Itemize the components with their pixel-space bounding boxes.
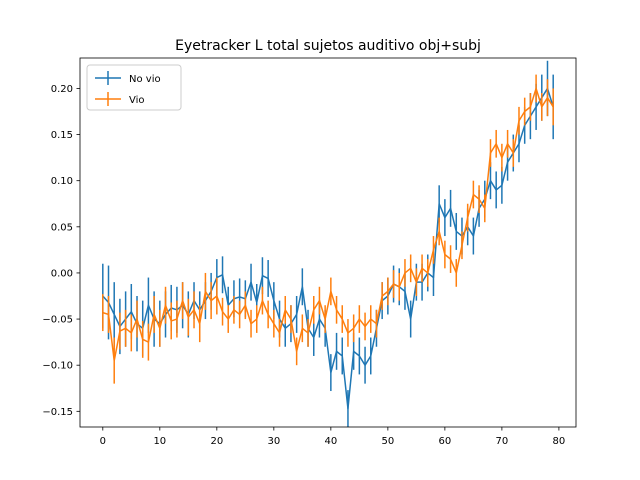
y-tick-label: −0.10: [42, 361, 73, 372]
x-tick-label: 60: [439, 436, 452, 447]
series-2: [102, 74, 554, 384]
axes-frame: [79, 57, 577, 428]
plot-area: [102, 60, 554, 427]
x-tick-label: 50: [381, 436, 394, 447]
x-tick-label: 30: [267, 436, 280, 447]
legend-label: No vio: [129, 74, 161, 85]
x-tick-label: 80: [553, 436, 566, 447]
y-tick-label: 0.10: [51, 176, 73, 187]
x-tick-label: 10: [153, 436, 166, 447]
y-tick-label: 0.05: [51, 222, 73, 233]
legend: No vio Vio: [86, 64, 182, 111]
series-line: [102, 87, 554, 410]
y-tick-label: −0.05: [42, 315, 73, 326]
y-tick-label: 0.15: [51, 130, 73, 141]
x-tick-label: 20: [210, 436, 223, 447]
legend-label: Vio: [129, 95, 145, 106]
legend-item-1: No vio: [95, 71, 161, 85]
x-tick-label: 40: [324, 436, 337, 447]
chart-title: Eyetracker L total sujetos auditivo obj+…: [175, 38, 481, 54]
y-tick-label: 0.00: [51, 268, 73, 279]
x-tick-label: 0: [100, 436, 106, 447]
series-line: [102, 87, 554, 362]
x-tick-label: 70: [496, 436, 509, 447]
y-tick-label: −0.15: [42, 407, 73, 418]
legend-item-2: Vio: [95, 92, 145, 106]
axes: 0 10 20 30 40 50 60 70 80 −0.15 −0.10 −0.05 0.00 0.05…: [42, 57, 577, 447]
y-tick-label: 0.20: [51, 84, 73, 95]
